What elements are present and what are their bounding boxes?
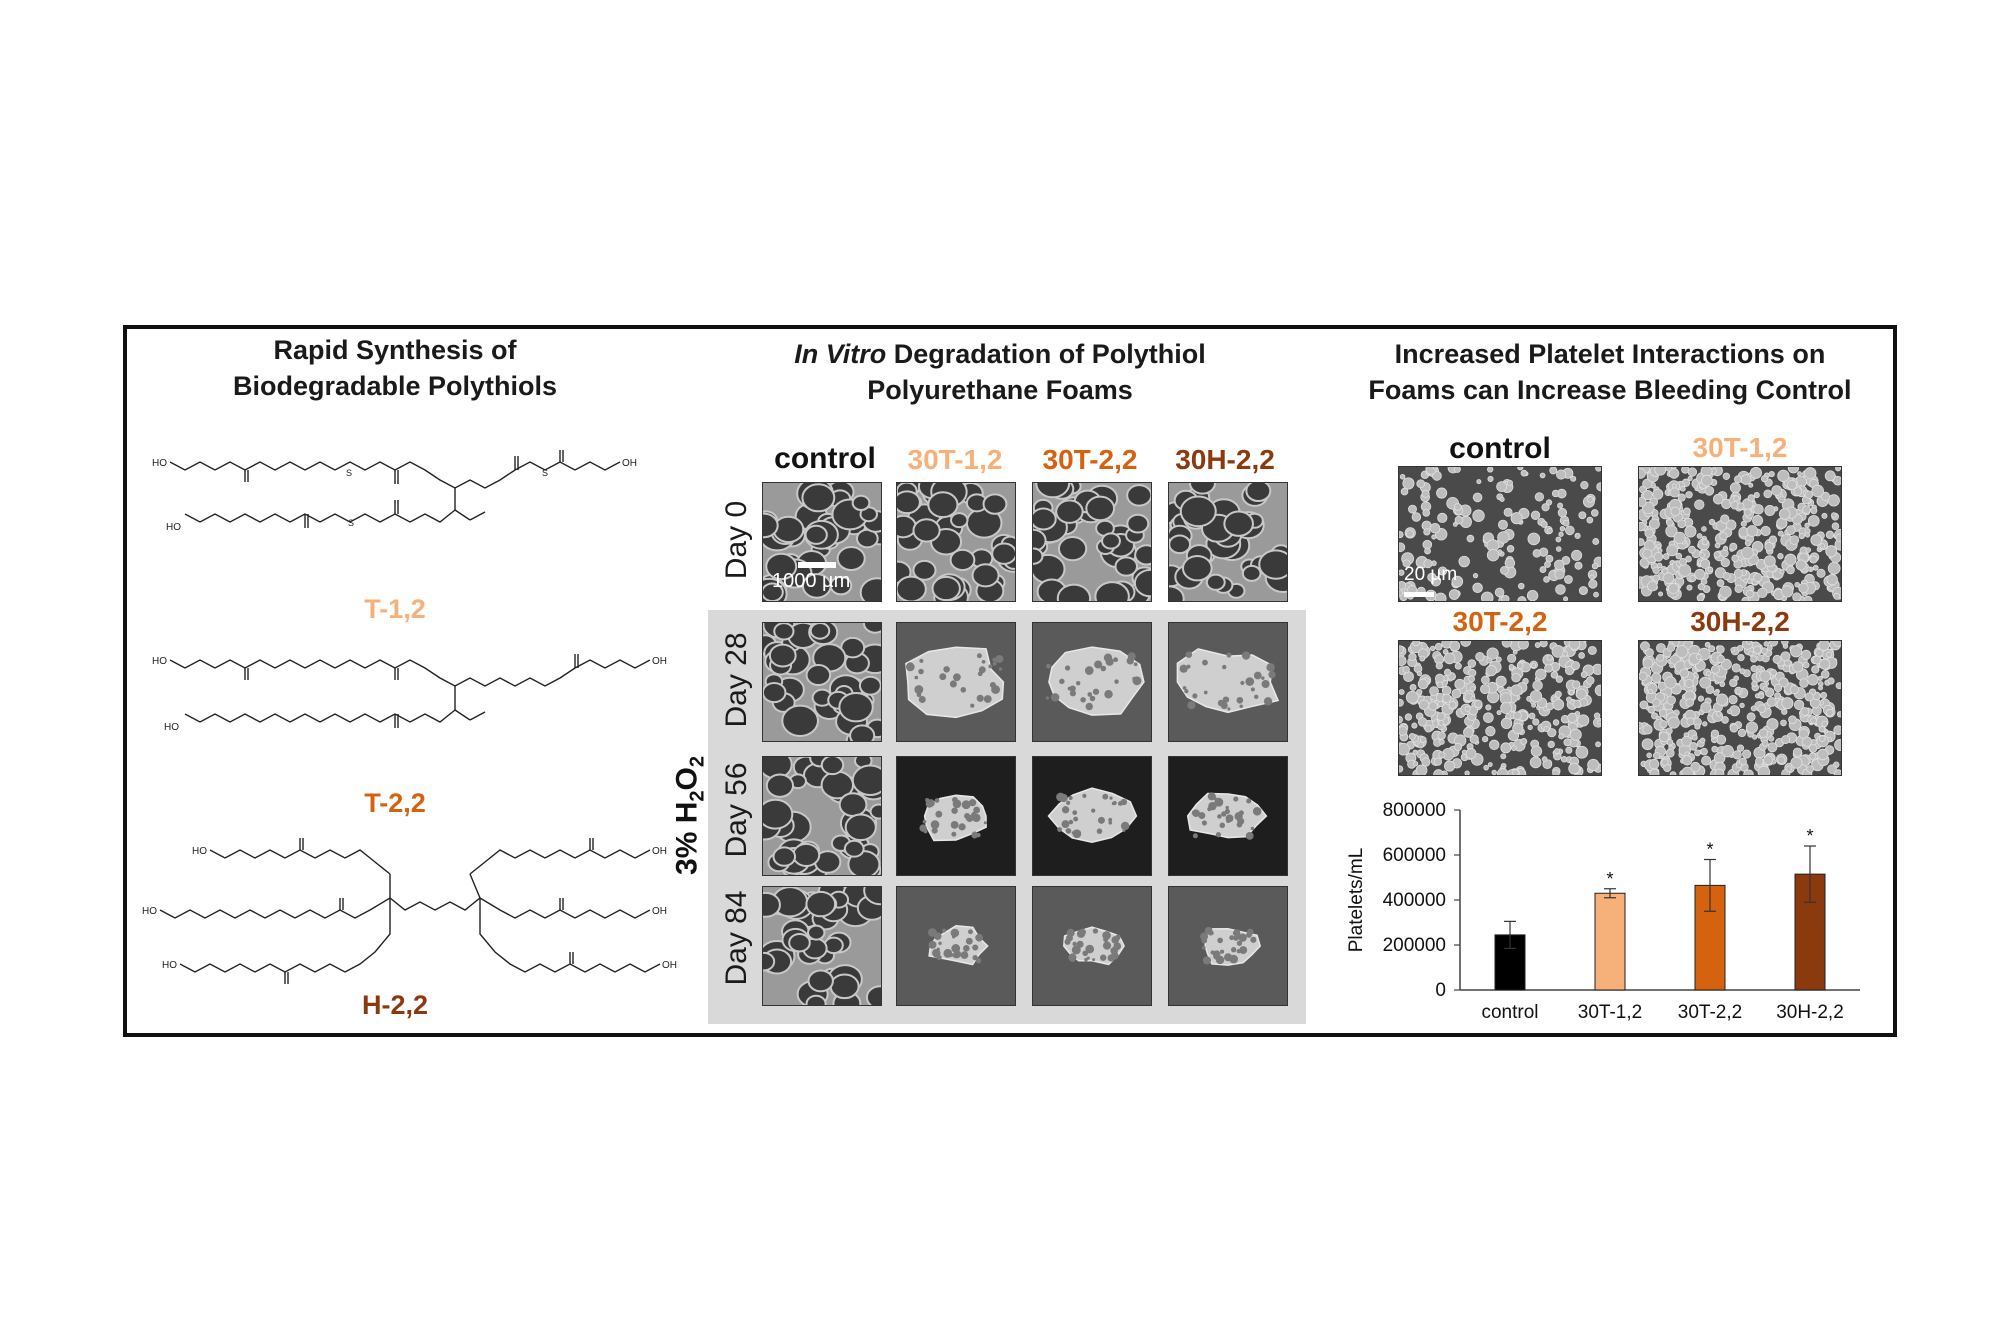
right-img-label-30t22: 30T-2,2 xyxy=(1452,606,1548,637)
hydroxyl-label: HO xyxy=(152,458,167,469)
hydroxyl-label-5: HO xyxy=(192,846,207,857)
sulfur-label: S xyxy=(346,468,352,478)
molecule-t22-structure: HO OH HO xyxy=(152,654,667,733)
sem-image-control-day0 xyxy=(762,482,882,602)
mid-scale-label: 1000 µm xyxy=(772,570,851,592)
chart-y-tick-label: 600000 xyxy=(1383,845,1446,866)
sem-image-30t12-day84 xyxy=(896,886,1016,1006)
chart-significance-marker: * xyxy=(1606,869,1613,889)
right-img-label-30t12: 30T-1,2 xyxy=(1692,432,1788,463)
mid-col-30t22: 30T-2,2 xyxy=(1042,444,1138,475)
hydroxyl-label-6: HO xyxy=(142,906,157,917)
right-img-label-30h22: 30H-2,2 xyxy=(1690,606,1790,637)
sem-platelet-30h22 xyxy=(1638,640,1842,776)
hydroxyl-end-label-3: OH xyxy=(652,846,667,857)
molecule-h22-structure: HO OH HO OH HO OH xyxy=(142,838,677,984)
sem-image-30h22-day28 xyxy=(1168,622,1288,742)
chart-significance-marker: * xyxy=(1806,826,1813,846)
h2o2-sub2: 2 xyxy=(686,756,709,768)
h2o2-prefix: 3% H xyxy=(670,801,704,875)
right-scale-bar xyxy=(1404,592,1434,597)
sem-image-30t22-day28 xyxy=(1032,622,1152,742)
left-title: Rapid Synthesis of Biodegradable Polythi… xyxy=(160,332,630,404)
sem-platelet-30t12 xyxy=(1638,466,1842,602)
row-label-day28: Day 28 xyxy=(720,632,753,728)
chart-x-tick-label: control xyxy=(1481,1002,1538,1023)
chart-y-tick-label: 0 xyxy=(1435,980,1446,1001)
sem-image-control-day28 xyxy=(762,622,882,742)
chart-y-tick-label: 800000 xyxy=(1383,800,1446,821)
sem-image-30h22-day0 xyxy=(1168,482,1288,602)
middle-title-line1: In Vitro Degradation of Polythiol xyxy=(700,336,1300,372)
chart-x-tick-label: 30T-2,2 xyxy=(1678,1002,1742,1023)
row-label-day84: Day 84 xyxy=(720,890,753,986)
chart-x-tick-label: 30T-1,2 xyxy=(1578,1002,1642,1023)
left-title-line1: Rapid Synthesis of xyxy=(273,335,517,365)
middle-title-rest: Degradation of Polythiol xyxy=(886,339,1206,369)
left-title-line2: Biodegradable Polythiols xyxy=(232,371,558,401)
molecule-h22-label: H-2,2 xyxy=(361,990,429,1020)
mid-col-control: control xyxy=(774,442,876,475)
sem-image-30t22-day84 xyxy=(1032,886,1152,1006)
right-title-line1: Increased Platelet Interactions on xyxy=(1394,339,1826,369)
mid-scale-bar xyxy=(798,562,836,568)
sem-image-30t12-day28 xyxy=(896,622,1016,742)
sulfur-label-2: S xyxy=(542,468,548,478)
hydroxyl-end-label: OH xyxy=(622,458,637,469)
h2o2-group-label: 3% H2O2 xyxy=(671,726,710,906)
middle-title-line2: Polyurethane Foams xyxy=(867,375,1133,405)
platelet-bar-chart: 0 200000 400000 600000 800000 Platelets/mL con… xyxy=(1346,800,1860,1023)
chart-y-tick-label: 200000 xyxy=(1383,935,1446,956)
chart-x-tick-label: 30H-2,2 xyxy=(1776,1002,1844,1023)
row-label-day56: Day 56 xyxy=(720,762,753,858)
sem-image-30h22-day56 xyxy=(1168,756,1288,876)
molecule-t12-structure: HO OH HO S S S xyxy=(152,450,637,533)
chart-y-tick-label: 400000 xyxy=(1383,890,1446,911)
sem-image-30t12-day0 xyxy=(896,482,1016,602)
hydroxyl-end-label-4: OH xyxy=(652,906,667,917)
molecule-t12-label: T-1,2 xyxy=(364,594,426,624)
sem-platelet-control xyxy=(1398,466,1602,602)
sem-image-control-day56 xyxy=(762,756,882,876)
h2o2-sub1: 2 xyxy=(686,790,709,802)
hydroxyl-label-2: HO xyxy=(166,522,181,533)
right-scale-label: 20 µm xyxy=(1404,564,1458,585)
right-title-line2: Foams can Increase Bleeding Control xyxy=(1368,375,1852,405)
middle-title: In Vitro Degradation of Polythiol Polyur… xyxy=(700,336,1300,408)
molecule-t22-label: T-2,2 xyxy=(364,788,426,818)
right-title: Increased Platelet Interactions on Foams… xyxy=(1330,336,1890,408)
right-img-label-control: control xyxy=(1449,432,1551,465)
hydroxyl-label-4: HO xyxy=(164,722,179,733)
chart-bar-t12 xyxy=(1594,892,1626,991)
sem-image-30t22-day0 xyxy=(1032,482,1152,602)
chart-y-axis-label: Platelets/mL xyxy=(1346,848,1367,953)
hydroxyl-label-3: HO xyxy=(152,656,167,667)
hydroxyl-end-label-2: OH xyxy=(652,656,667,667)
mid-col-30t12: 30T-1,2 xyxy=(907,444,1003,475)
mid-col-30h22: 30H-2,2 xyxy=(1175,444,1275,475)
sem-platelet-30t22 xyxy=(1398,640,1602,776)
sem-image-control-day84 xyxy=(762,886,882,1006)
sem-image-30t12-day56 xyxy=(896,756,1016,876)
h2o2-mid: O xyxy=(670,767,704,791)
sem-image-30t22-day56 xyxy=(1032,756,1152,876)
sulfur-label-3: S xyxy=(348,518,354,528)
row-label-day0: Day 0 xyxy=(720,500,753,580)
chart-significance-marker: * xyxy=(1706,840,1713,860)
hydroxyl-label-7: HO xyxy=(162,960,177,971)
middle-title-italic: In Vitro xyxy=(794,339,887,369)
sem-image-30h22-day84 xyxy=(1168,886,1288,1006)
hydroxyl-end-label-5: OH xyxy=(662,960,677,971)
